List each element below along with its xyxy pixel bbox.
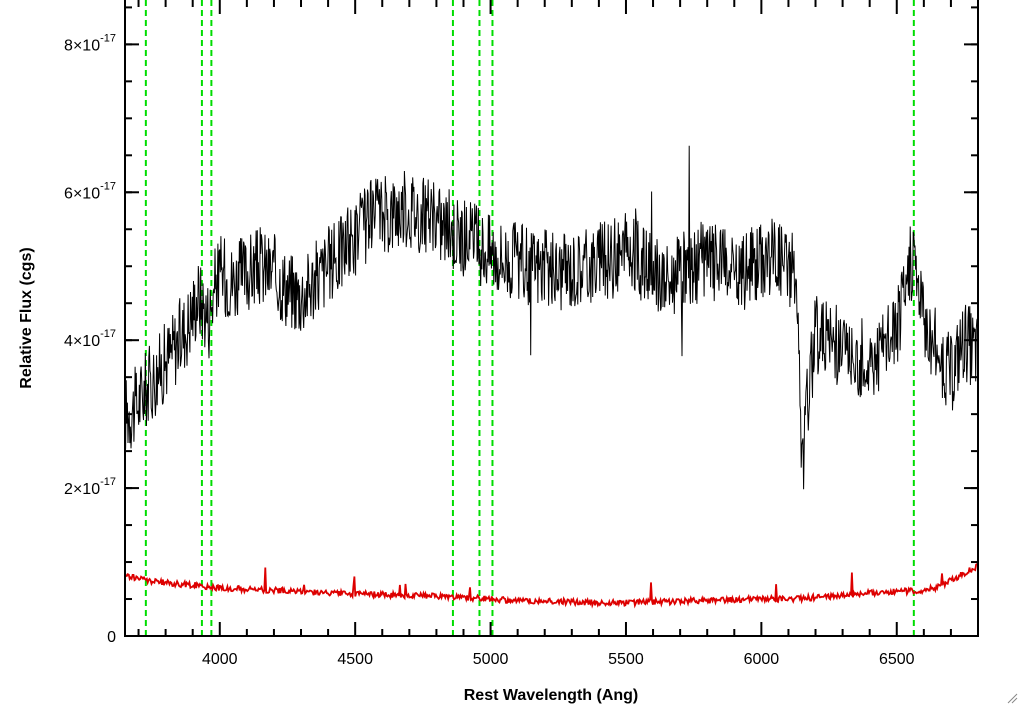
plot-frame	[124, 0, 979, 637]
x-tick-label-3: 5500	[608, 651, 644, 668]
series-error	[125, 562, 978, 609]
y-tick-label-3: 6×10-17	[64, 180, 116, 202]
y-axis-label: Relative Flux (cgs)	[18, 247, 35, 388]
x-axis-label: Rest Wavelength (Ang)	[464, 687, 639, 704]
x-tick-label-1: 4500	[337, 651, 373, 668]
y-tick-label-4: 8×10-17	[64, 32, 116, 54]
x-tick-label-2: 5000	[473, 651, 509, 668]
x-tick-label-5: 6500	[879, 651, 915, 668]
x-tick-label-4: 6000	[744, 651, 780, 668]
y-ticks: 0 2×10-17 4×10-17 6×10-17 8×10-17	[64, 6, 978, 646]
series-spectrum	[125, 145, 978, 490]
axes	[124, 0, 979, 637]
emission-line-markers	[144, 0, 915, 636]
y-tick-label-2: 4×10-17	[64, 328, 116, 350]
x-ticks: 4000 4500 5000 5500 6000 6500	[137, 0, 979, 668]
series-layer	[125, 145, 978, 609]
y-tick-label-1: 2×10-17	[64, 476, 116, 498]
resize-grip-icon[interactable]	[1006, 692, 1018, 704]
y-tick-label-0: 0	[107, 629, 116, 646]
x-tick-label-0: 4000	[202, 651, 238, 668]
